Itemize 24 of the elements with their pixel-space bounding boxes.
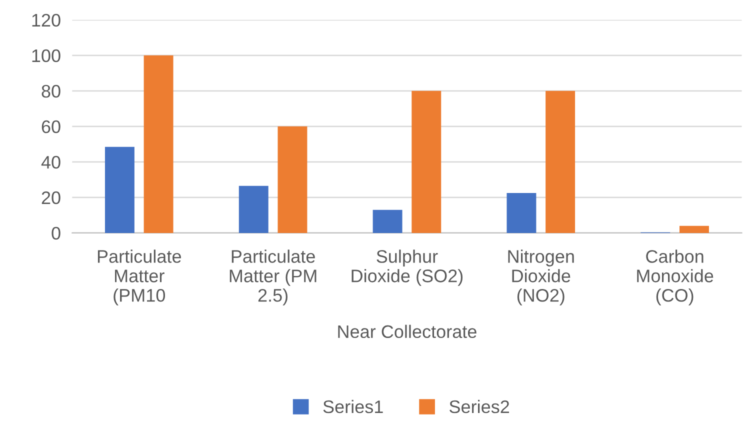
legend-label: Series2 bbox=[450, 400, 510, 414]
x-tick-label: Nitrogen Dioxide (NO2) bbox=[508, 250, 574, 306]
y-tick-label: 60 bbox=[42, 120, 60, 134]
bar bbox=[679, 226, 709, 233]
bar bbox=[372, 210, 402, 233]
bar bbox=[104, 146, 134, 233]
legend-label: Series1 bbox=[323, 400, 383, 414]
bar bbox=[144, 55, 174, 233]
x-axis-title: Near Collectorate bbox=[338, 324, 476, 338]
bar bbox=[506, 193, 536, 233]
bar bbox=[412, 90, 442, 233]
bar bbox=[238, 186, 268, 233]
y-tick-label: 80 bbox=[42, 84, 60, 98]
bar bbox=[278, 126, 308, 233]
x-tick-label: Particulate Matter (PM 2.5) bbox=[230, 250, 316, 306]
y-tick-label: 20 bbox=[42, 191, 60, 204]
y-tick-label: 0 bbox=[52, 226, 60, 240]
x-tick-label: Carbon Monoxide (CO) bbox=[637, 250, 714, 306]
y-tick-label: 100 bbox=[32, 49, 60, 62]
y-tick-label: 120 bbox=[32, 14, 60, 27]
x-tick-label: Sulphur Dioxide (SO2) bbox=[352, 250, 463, 286]
x-tick-label: Particulate Matter (PM10 bbox=[98, 250, 181, 306]
bar bbox=[546, 90, 576, 233]
y-tick-label: 40 bbox=[41, 156, 60, 169]
